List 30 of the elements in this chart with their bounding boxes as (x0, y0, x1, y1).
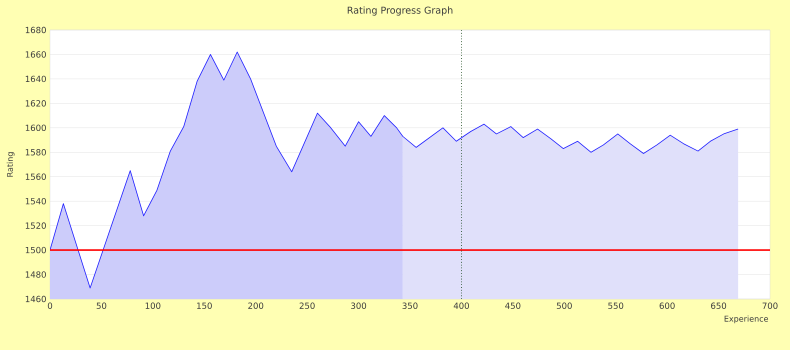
x-tick-label: 500 (556, 302, 572, 309)
x-tick-label: 250 (300, 302, 315, 309)
x-tick-label: 550 (608, 302, 624, 309)
y-tick-label: 1480 (26, 271, 46, 278)
x-tick-label: 700 (762, 302, 778, 309)
chart-title: Rating Progress Graph (348, 6, 452, 16)
x-tick-label: 200 (248, 302, 264, 309)
y-tick-label: 1560 (26, 174, 46, 180)
y-tick-label: 1680 (26, 26, 46, 34)
x-tick-label: 600 (660, 302, 675, 309)
x-tick-label: 300 (351, 302, 366, 309)
y-tick-label: 1660 (26, 51, 46, 58)
y-tick-label: 1500 (26, 246, 46, 254)
y-tick-label: 1540 (26, 198, 46, 204)
x-tick-label: 50 (96, 302, 106, 309)
x-tick-label: 150 (197, 302, 212, 309)
x-tick-label: 450 (505, 302, 520, 309)
x-tick-label: 100 (146, 302, 160, 309)
y-tick-label: 1640 (26, 76, 46, 82)
y-axis-title: Rating (6, 152, 14, 177)
x-tick-label: 650 (711, 302, 726, 309)
x-axis-title: Experience (724, 316, 768, 324)
x-tick-label: 400 (454, 302, 469, 309)
y-tick-label: 1520 (26, 222, 46, 229)
y-tick-label: 1600 (26, 124, 46, 132)
y-tick-label: 1460 (26, 296, 46, 302)
y-tick-label: 1620 (26, 100, 46, 107)
x-tick-label: 0 (48, 302, 52, 309)
y-tick-label: 1580 (26, 149, 46, 156)
x-tick-label: 350 (402, 302, 418, 309)
